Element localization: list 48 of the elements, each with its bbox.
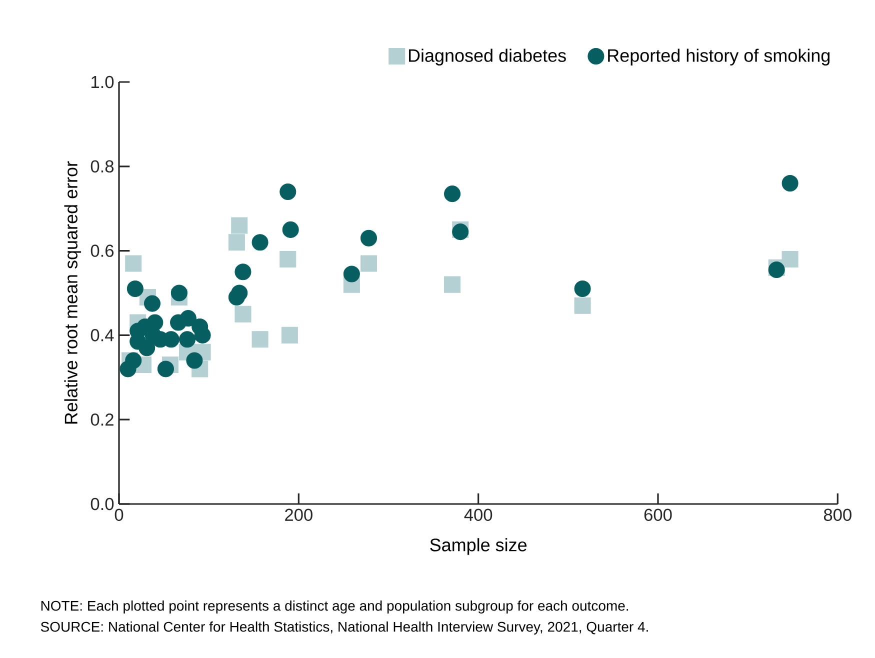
x-axis-title: Sample size (430, 538, 527, 555)
y-tick-label: 0.2 (90, 413, 114, 426)
legend-label: Diagnosed diabetes (408, 48, 566, 66)
point (281, 326, 298, 344)
point (126, 280, 144, 298)
x-tick-label: 600 (644, 508, 672, 521)
point (360, 255, 378, 272)
x-tick-label: 400 (464, 508, 492, 521)
point (228, 234, 245, 251)
x-tick-label: 0 (114, 508, 124, 521)
point (170, 284, 188, 302)
point (157, 360, 174, 378)
point (782, 250, 798, 268)
point (252, 331, 268, 348)
point (144, 295, 161, 312)
x-tick-label: 200 (285, 508, 312, 521)
point (186, 352, 203, 369)
point (234, 306, 252, 322)
point (282, 221, 299, 238)
point (782, 175, 798, 192)
point (231, 217, 248, 234)
y-tick-label: 0.0 (90, 498, 114, 510)
x-tick-label: 800 (824, 508, 852, 521)
y-tick-label: 0.8 (90, 160, 114, 173)
point (444, 276, 461, 293)
y-axis-title: Relative root mean squared error (64, 161, 82, 424)
point (444, 186, 461, 202)
point (360, 230, 378, 246)
point (343, 266, 360, 282)
point (179, 331, 196, 348)
y-tick-label: 0.4 (90, 329, 114, 342)
point (574, 297, 591, 314)
point (280, 183, 296, 200)
point (252, 234, 268, 251)
text: NOTE: Each plotted point represents a distinct age and population subgroup for each outcome. (41, 600, 628, 614)
y-tick-label: 0.6 (90, 244, 114, 257)
point (234, 264, 252, 280)
point (120, 360, 136, 378)
point (194, 326, 211, 344)
point (170, 314, 187, 331)
point (138, 340, 156, 356)
source-note: SOURCE: National Center for Health Statistics, National Health Interview Survey, 2021, Quarter 4. (40, 621, 648, 635)
point (228, 288, 245, 306)
legend-label: Reported history of smoking (608, 48, 830, 66)
point (125, 255, 142, 272)
y-tick-label: 1.0 (92, 76, 114, 88)
point (280, 250, 296, 268)
point (574, 280, 591, 298)
